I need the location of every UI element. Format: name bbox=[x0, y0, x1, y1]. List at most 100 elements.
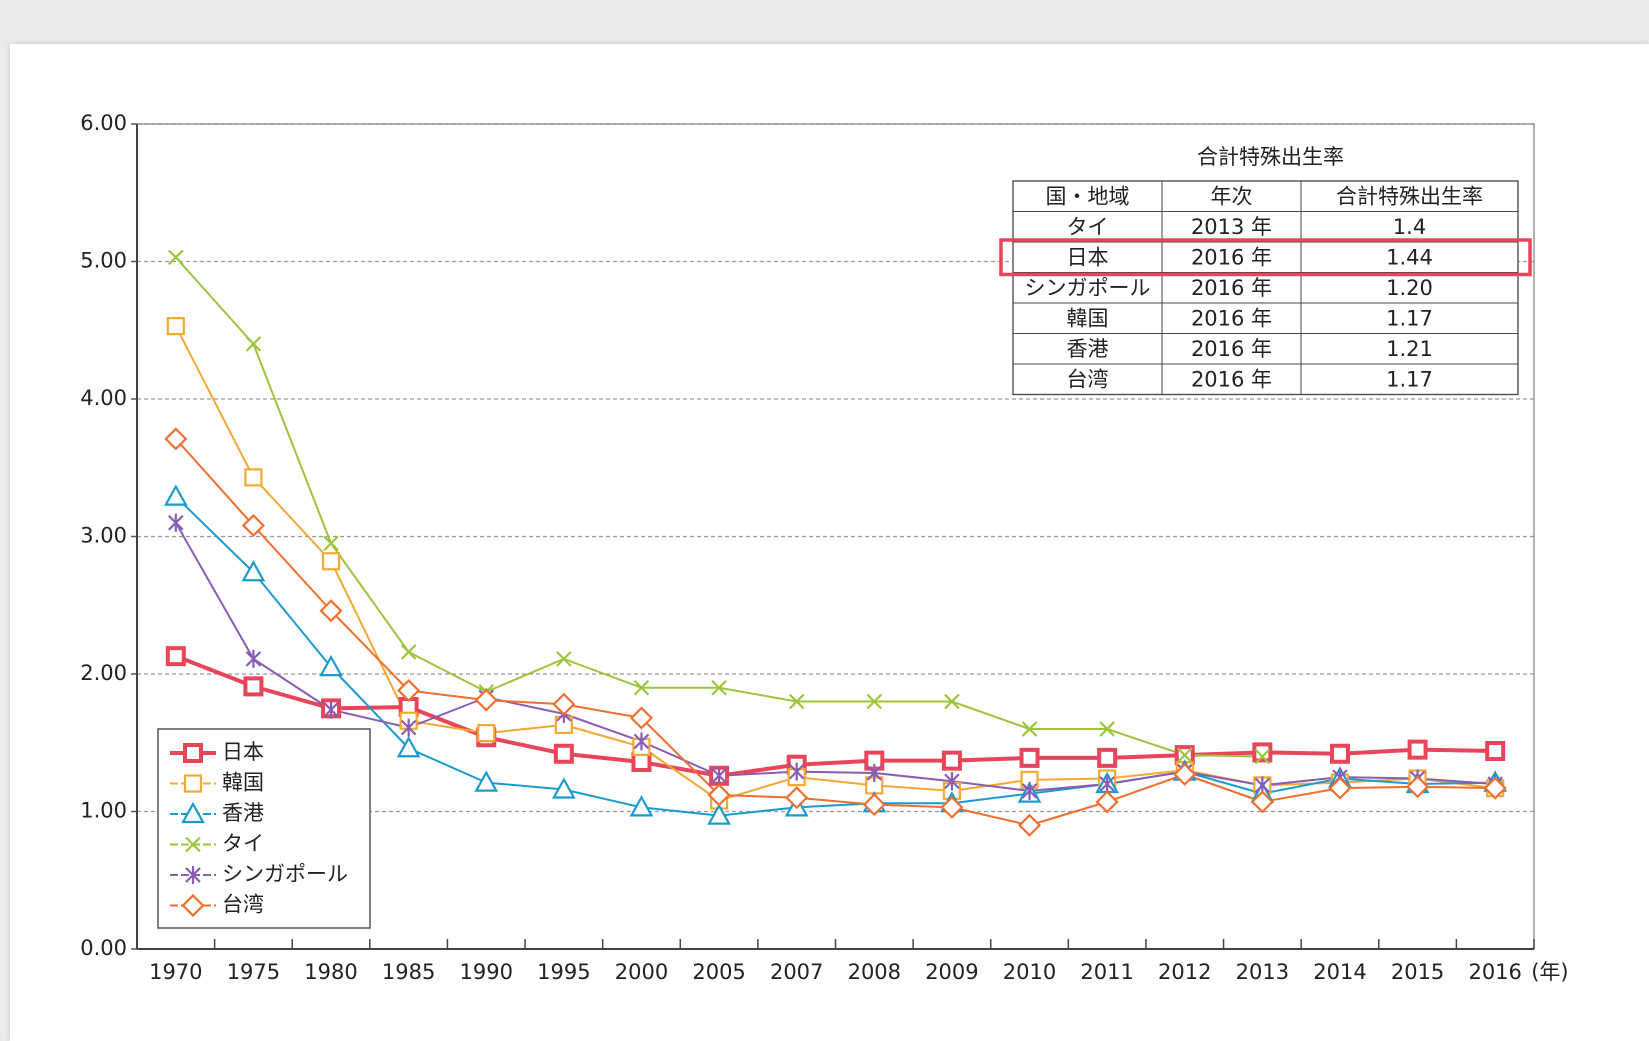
table-cell: 2016 年 bbox=[1191, 276, 1272, 300]
marker bbox=[788, 762, 805, 781]
marker bbox=[396, 735, 421, 758]
y-tick-label: 6.00 bbox=[80, 111, 127, 135]
marker bbox=[556, 651, 572, 667]
table-cell: 2016 年 bbox=[1191, 245, 1272, 269]
table-cell: 2013 年 bbox=[1191, 215, 1272, 239]
marker bbox=[1485, 741, 1506, 761]
marker bbox=[1017, 813, 1042, 837]
x-tick-label: 2015 bbox=[1391, 960, 1444, 984]
table-header: 国・地域 bbox=[1046, 184, 1130, 208]
legend-marker bbox=[181, 801, 205, 824]
x-tick-label: 1995 bbox=[537, 960, 590, 984]
marker bbox=[551, 777, 576, 799]
series-line bbox=[175, 654, 1496, 778]
legend-label: シンガポール bbox=[222, 862, 348, 886]
table-title: 合計特殊出生率 bbox=[1197, 145, 1344, 169]
x-tick-label: 2000 bbox=[615, 960, 668, 984]
legend-marker bbox=[183, 774, 203, 793]
series-line bbox=[175, 495, 1496, 817]
table-cell: 2016 年 bbox=[1191, 306, 1272, 330]
y-tick-label: 0.00 bbox=[80, 936, 127, 960]
marker bbox=[323, 535, 339, 552]
marker bbox=[629, 795, 654, 817]
marker bbox=[165, 646, 186, 667]
table-header: 年次 bbox=[1211, 184, 1253, 208]
marker bbox=[244, 468, 263, 487]
legend-label: タイ bbox=[222, 832, 264, 856]
marker bbox=[1019, 747, 1040, 768]
marker bbox=[1328, 776, 1352, 800]
marker bbox=[1252, 742, 1273, 763]
marker bbox=[1021, 721, 1038, 737]
marker bbox=[1254, 748, 1271, 765]
marker bbox=[397, 678, 421, 703]
marker bbox=[474, 770, 499, 792]
legend-label: 日本 bbox=[222, 740, 264, 764]
series-line bbox=[174, 522, 1496, 792]
marker bbox=[1173, 762, 1197, 786]
legend-marker bbox=[185, 866, 201, 884]
table-cell: 1.20 bbox=[1386, 276, 1433, 300]
table-cell: 1.44 bbox=[1386, 245, 1433, 269]
y-tick-label: 3.00 bbox=[80, 524, 127, 548]
legend-label: 香港 bbox=[222, 801, 264, 825]
x-tick-label: 1985 bbox=[382, 960, 435, 984]
legend-marker bbox=[183, 743, 203, 763]
marker bbox=[168, 513, 184, 532]
marker bbox=[323, 700, 339, 719]
table-cell: 日本 bbox=[1067, 245, 1109, 269]
marker bbox=[707, 783, 731, 807]
marker bbox=[944, 772, 960, 791]
table-cell: 香港 bbox=[1067, 337, 1109, 361]
x-tick-label: 1990 bbox=[460, 960, 513, 984]
marker bbox=[862, 793, 886, 817]
marker bbox=[245, 649, 262, 668]
marker bbox=[1250, 790, 1274, 814]
x-tick-label: 1980 bbox=[304, 960, 357, 984]
y-tick-label: 4.00 bbox=[80, 386, 127, 410]
marker bbox=[1483, 776, 1507, 800]
legend-label: 台湾 bbox=[222, 893, 264, 917]
marker bbox=[477, 724, 496, 743]
marker bbox=[474, 688, 498, 712]
table-cell: 1.17 bbox=[1386, 306, 1433, 330]
marker bbox=[785, 786, 809, 810]
marker bbox=[1099, 721, 1115, 737]
marker bbox=[400, 644, 417, 660]
marker bbox=[241, 559, 266, 582]
marker bbox=[319, 599, 343, 623]
table-cell: 2016 年 bbox=[1191, 337, 1272, 361]
x-tick-label: 1975 bbox=[227, 960, 280, 984]
x-axis-label: (年) bbox=[1531, 960, 1568, 984]
marker bbox=[1095, 790, 1119, 814]
table-cell: 2016 年 bbox=[1191, 367, 1272, 391]
x-tick-label: 1970 bbox=[149, 960, 202, 984]
marker bbox=[866, 693, 883, 710]
x-tick-label: 2008 bbox=[848, 960, 901, 984]
marker bbox=[941, 750, 962, 771]
table-cell: 1.4 bbox=[1393, 215, 1426, 239]
table-frame bbox=[1012, 180, 1519, 396]
marker bbox=[553, 743, 574, 764]
marker bbox=[319, 654, 343, 677]
marker bbox=[711, 679, 727, 696]
marker bbox=[245, 336, 262, 352]
marker bbox=[552, 692, 576, 716]
marker bbox=[1176, 747, 1193, 763]
marker bbox=[1329, 743, 1350, 764]
marker bbox=[633, 732, 650, 751]
marker bbox=[1097, 747, 1118, 768]
x-tick-label: 2012 bbox=[1158, 960, 1211, 984]
x-tick-label: 2010 bbox=[1003, 960, 1056, 984]
marker bbox=[944, 693, 960, 710]
marker bbox=[633, 679, 650, 696]
marker bbox=[866, 764, 883, 782]
series-line bbox=[175, 438, 1496, 827]
series-line bbox=[174, 325, 1496, 802]
marker bbox=[166, 317, 185, 336]
marker bbox=[1407, 739, 1428, 760]
table-header: 合計特殊出生率 bbox=[1336, 184, 1483, 208]
marker bbox=[940, 795, 964, 819]
